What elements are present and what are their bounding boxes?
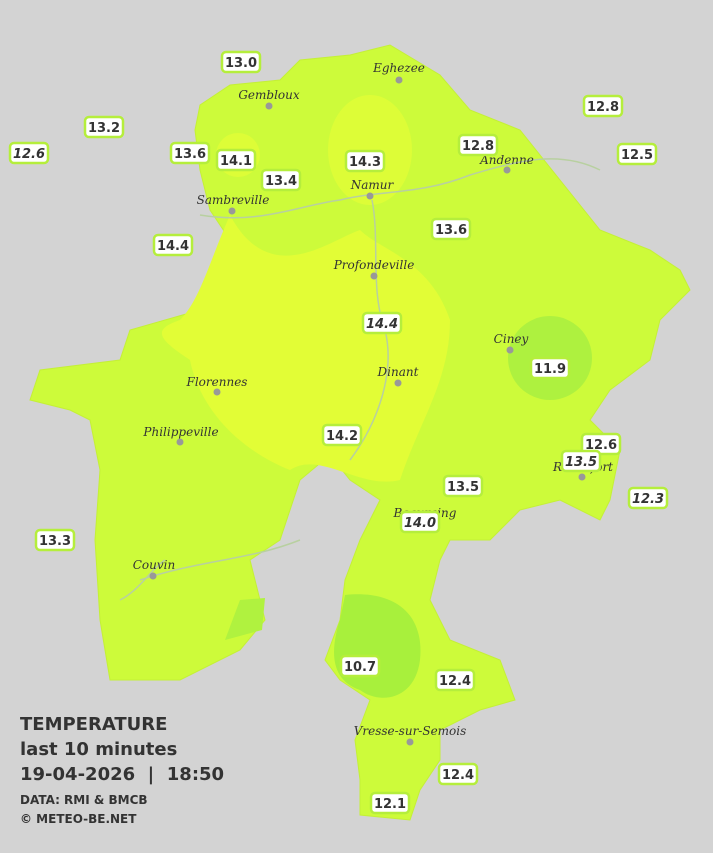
station-value: 13.2 <box>88 121 120 136</box>
station-box <box>616 142 658 166</box>
source: DATA: RMI & BMCB <box>20 793 148 807</box>
title-block: TEMPERATURE last 10 minutes 19-04-2026 |… <box>20 714 224 826</box>
station-box <box>220 50 262 74</box>
city-label: Ciney <box>494 332 529 346</box>
city-dot <box>503 166 511 174</box>
station-box <box>582 94 624 118</box>
station-box <box>437 762 479 786</box>
station-box <box>430 217 472 241</box>
station-box <box>442 474 484 498</box>
station-value: 14.0 <box>404 516 436 531</box>
cool-zone <box>225 598 265 640</box>
city-label: Sambreville <box>197 193 270 207</box>
city-label: Florennes <box>186 375 248 389</box>
city-label: Dinant <box>377 365 419 379</box>
city-dot <box>394 379 402 387</box>
station-box <box>529 356 571 380</box>
city-dot <box>370 272 378 280</box>
city-dot <box>149 572 157 580</box>
station-value: 11.9 <box>534 362 566 377</box>
station-value: 10.7 <box>344 660 376 675</box>
station-box <box>152 233 194 257</box>
city-label: Profondeville <box>333 258 415 272</box>
station-value: 12.5 <box>621 148 653 163</box>
station-value: 12.6 <box>585 438 617 453</box>
station-box <box>434 668 476 692</box>
stations: 13.0 13.2 12.6 13.6 14.1 14.3 13.4 12.8 12.8 12.5… <box>8 50 669 815</box>
station-box <box>169 141 211 165</box>
city-label: Eghezee <box>372 61 425 75</box>
station-box <box>34 528 76 552</box>
station-value: 14.4 <box>366 317 398 332</box>
station-value: 13.5 <box>565 455 597 470</box>
city-label: Andenne <box>479 153 534 167</box>
station-box <box>627 486 669 510</box>
station-value: 13.6 <box>435 223 467 238</box>
station-box <box>369 791 411 815</box>
subtitle: last 10 minutes <box>20 739 177 760</box>
station-box <box>399 510 441 534</box>
station-value: 12.8 <box>462 139 494 154</box>
station-value: 14.1 <box>220 154 252 169</box>
station-box <box>260 168 302 192</box>
title: TEMPERATURE <box>20 714 167 735</box>
city-dot <box>176 438 184 446</box>
station-box <box>457 133 499 157</box>
station-value: 13.3 <box>39 534 71 549</box>
station-value: 12.6 <box>13 147 45 162</box>
warm-zone <box>161 215 451 482</box>
station-value: 12.8 <box>587 100 619 115</box>
station-value: 12.3 <box>632 492 664 507</box>
station-value: 13.6 <box>174 147 206 162</box>
station-value: 14.2 <box>326 429 358 444</box>
station-box <box>321 423 363 447</box>
station-box <box>8 141 50 165</box>
city-dot <box>228 207 236 215</box>
station-value: 13.0 <box>225 56 257 71</box>
station-value: 13.5 <box>447 480 479 495</box>
city-dot <box>578 473 586 481</box>
station-value: 14.4 <box>157 239 189 254</box>
city-dot <box>366 192 374 200</box>
station-box <box>215 148 257 172</box>
station-value: 12.4 <box>442 768 474 783</box>
timestamp: 19-04-2026 | 18:50 <box>20 764 224 785</box>
city-label: Namur <box>350 178 395 192</box>
city-dot <box>265 102 273 110</box>
city-label: Couvin <box>133 558 175 572</box>
city-label: Vresse-sur-Semois <box>354 724 467 738</box>
city-dot <box>395 76 403 84</box>
copyright: © METEO-BE.NET <box>20 812 137 826</box>
station-value: 12.1 <box>374 797 406 812</box>
city-dot <box>213 388 221 396</box>
city-label: Philippeville <box>142 425 218 439</box>
station-value: 13.4 <box>265 174 297 189</box>
city-label: Gembloux <box>238 88 300 102</box>
city-dot <box>406 738 414 746</box>
city-dot <box>506 346 514 354</box>
station-value: 12.4 <box>439 674 471 689</box>
station-box <box>344 149 386 173</box>
station-box <box>339 654 381 678</box>
station-box <box>560 449 602 473</box>
station-value: 14.3 <box>349 155 381 170</box>
station-box <box>83 115 125 139</box>
station-box <box>361 311 403 335</box>
